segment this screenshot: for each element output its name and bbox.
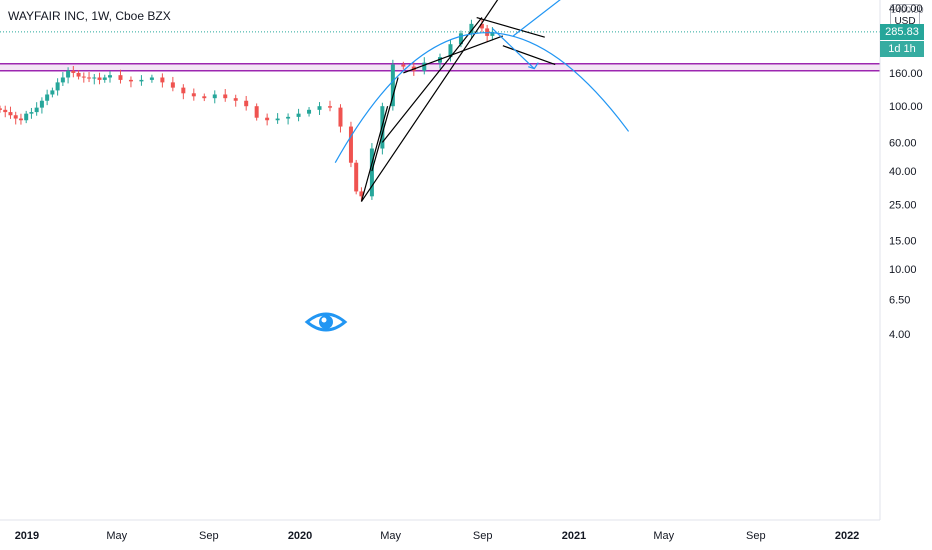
candle-body xyxy=(307,109,312,114)
price-tick-label: 10.00 xyxy=(889,264,917,276)
bar-countdown-label: 1d 1h xyxy=(880,40,924,57)
candle-body xyxy=(87,77,92,79)
candle-body xyxy=(348,126,353,163)
time-tick-label: May xyxy=(380,530,401,542)
candle-body xyxy=(102,77,107,80)
candle-body xyxy=(369,148,374,197)
candle-body xyxy=(97,77,102,80)
candle-body xyxy=(160,77,165,83)
candle-body xyxy=(359,191,364,197)
candle-body xyxy=(3,109,8,113)
time-tick-label: 2022 xyxy=(835,530,859,542)
candle-body xyxy=(223,94,228,99)
price-tick-label: 15.00 xyxy=(889,235,917,247)
candle-body xyxy=(24,113,29,121)
candle-body xyxy=(55,82,60,91)
price-axis-top-label: 1400.00 xyxy=(891,5,924,15)
candle-body xyxy=(479,23,484,29)
candle-body xyxy=(328,106,332,108)
price-tick-label: 100.00 xyxy=(889,101,923,113)
candle-body xyxy=(18,118,23,121)
projection-down-arrowhead xyxy=(528,62,539,70)
candle-body xyxy=(71,70,76,73)
candle-body xyxy=(118,75,123,80)
candle-body xyxy=(39,100,44,108)
top-resistance-line xyxy=(476,16,545,38)
candle-body xyxy=(244,100,249,107)
candle-body xyxy=(458,33,463,45)
wedge-upper-line xyxy=(360,0,499,202)
candle-body xyxy=(390,64,395,107)
drawings xyxy=(334,0,630,202)
candle-body xyxy=(212,94,217,99)
candle-body xyxy=(60,77,65,83)
candle-body xyxy=(265,117,270,121)
time-tick-label: May xyxy=(653,530,674,542)
candle-body xyxy=(139,79,144,82)
candle-body xyxy=(92,77,97,79)
rounding-top-arc xyxy=(334,32,630,164)
last-price-label: 285.83 xyxy=(880,23,924,40)
candle-body xyxy=(448,44,453,58)
time-tick-label: 2020 xyxy=(288,530,312,542)
currency-label: USD xyxy=(894,16,916,27)
price-tick-label: 60.00 xyxy=(889,137,917,149)
projection-down-arrow xyxy=(491,27,535,70)
candle-body xyxy=(286,116,291,119)
eye-icon xyxy=(304,312,348,332)
candle-body xyxy=(490,31,495,36)
candle-body xyxy=(149,77,154,80)
candle-body xyxy=(0,108,2,110)
candle-body xyxy=(233,98,238,101)
candle-body xyxy=(317,106,322,110)
candle-body xyxy=(8,112,13,116)
time-tick-label: May xyxy=(106,530,127,542)
candle-body xyxy=(422,62,427,71)
breakdown-line xyxy=(502,45,556,66)
candle-body xyxy=(66,70,71,78)
candle-body xyxy=(29,112,34,114)
candle-body xyxy=(338,107,343,127)
time-tick-label: 2021 xyxy=(562,530,586,542)
candle-body xyxy=(13,115,18,119)
time-tick-label: 2019 xyxy=(15,530,39,542)
candle-body xyxy=(81,76,86,78)
price-tick-label: 160.00 xyxy=(889,68,923,80)
candle-body xyxy=(170,82,175,88)
wedge-lower-line xyxy=(381,17,483,143)
candle-body xyxy=(181,87,186,94)
price-tick-label: 4.00 xyxy=(889,329,910,341)
candle-body xyxy=(34,107,39,113)
time-axis[interactable]: 2019 May Sep 2020 May Sep 2021 May Sep 2022 xyxy=(15,530,860,542)
candle-body xyxy=(108,75,112,78)
candle-body xyxy=(45,94,50,101)
candle-body xyxy=(128,79,133,82)
candle-body xyxy=(401,64,406,67)
candle-body xyxy=(354,162,359,192)
candle-body xyxy=(202,96,207,99)
price-axis[interactable]: 900.00600.00400.00160.00100.0060.0040.00… xyxy=(889,0,923,341)
price-tick-label: 6.50 xyxy=(889,295,910,307)
candle-body xyxy=(254,106,259,118)
candle-body xyxy=(50,90,55,95)
price-tick-label: 25.00 xyxy=(889,199,917,211)
price-tick-label: 400.00 xyxy=(889,3,923,15)
projection-up-arrow xyxy=(512,0,561,37)
candle-body xyxy=(275,118,280,121)
time-tick-label: Sep xyxy=(199,530,219,542)
chart-title: WAYFAIR INC, 1W, Cboe BZX xyxy=(8,9,171,23)
candle-body xyxy=(76,72,81,77)
candle-body xyxy=(191,93,196,97)
time-tick-label: Sep xyxy=(473,530,493,542)
time-tick-label: Sep xyxy=(746,530,766,542)
price-tick-label: 40.00 xyxy=(889,166,917,178)
candle-body xyxy=(296,113,301,117)
wedge-support-line xyxy=(403,35,504,74)
wedge-inner-line-2 xyxy=(371,77,399,172)
candles xyxy=(0,18,495,202)
wedge-inner-line xyxy=(360,106,389,202)
candle-body xyxy=(469,23,474,34)
